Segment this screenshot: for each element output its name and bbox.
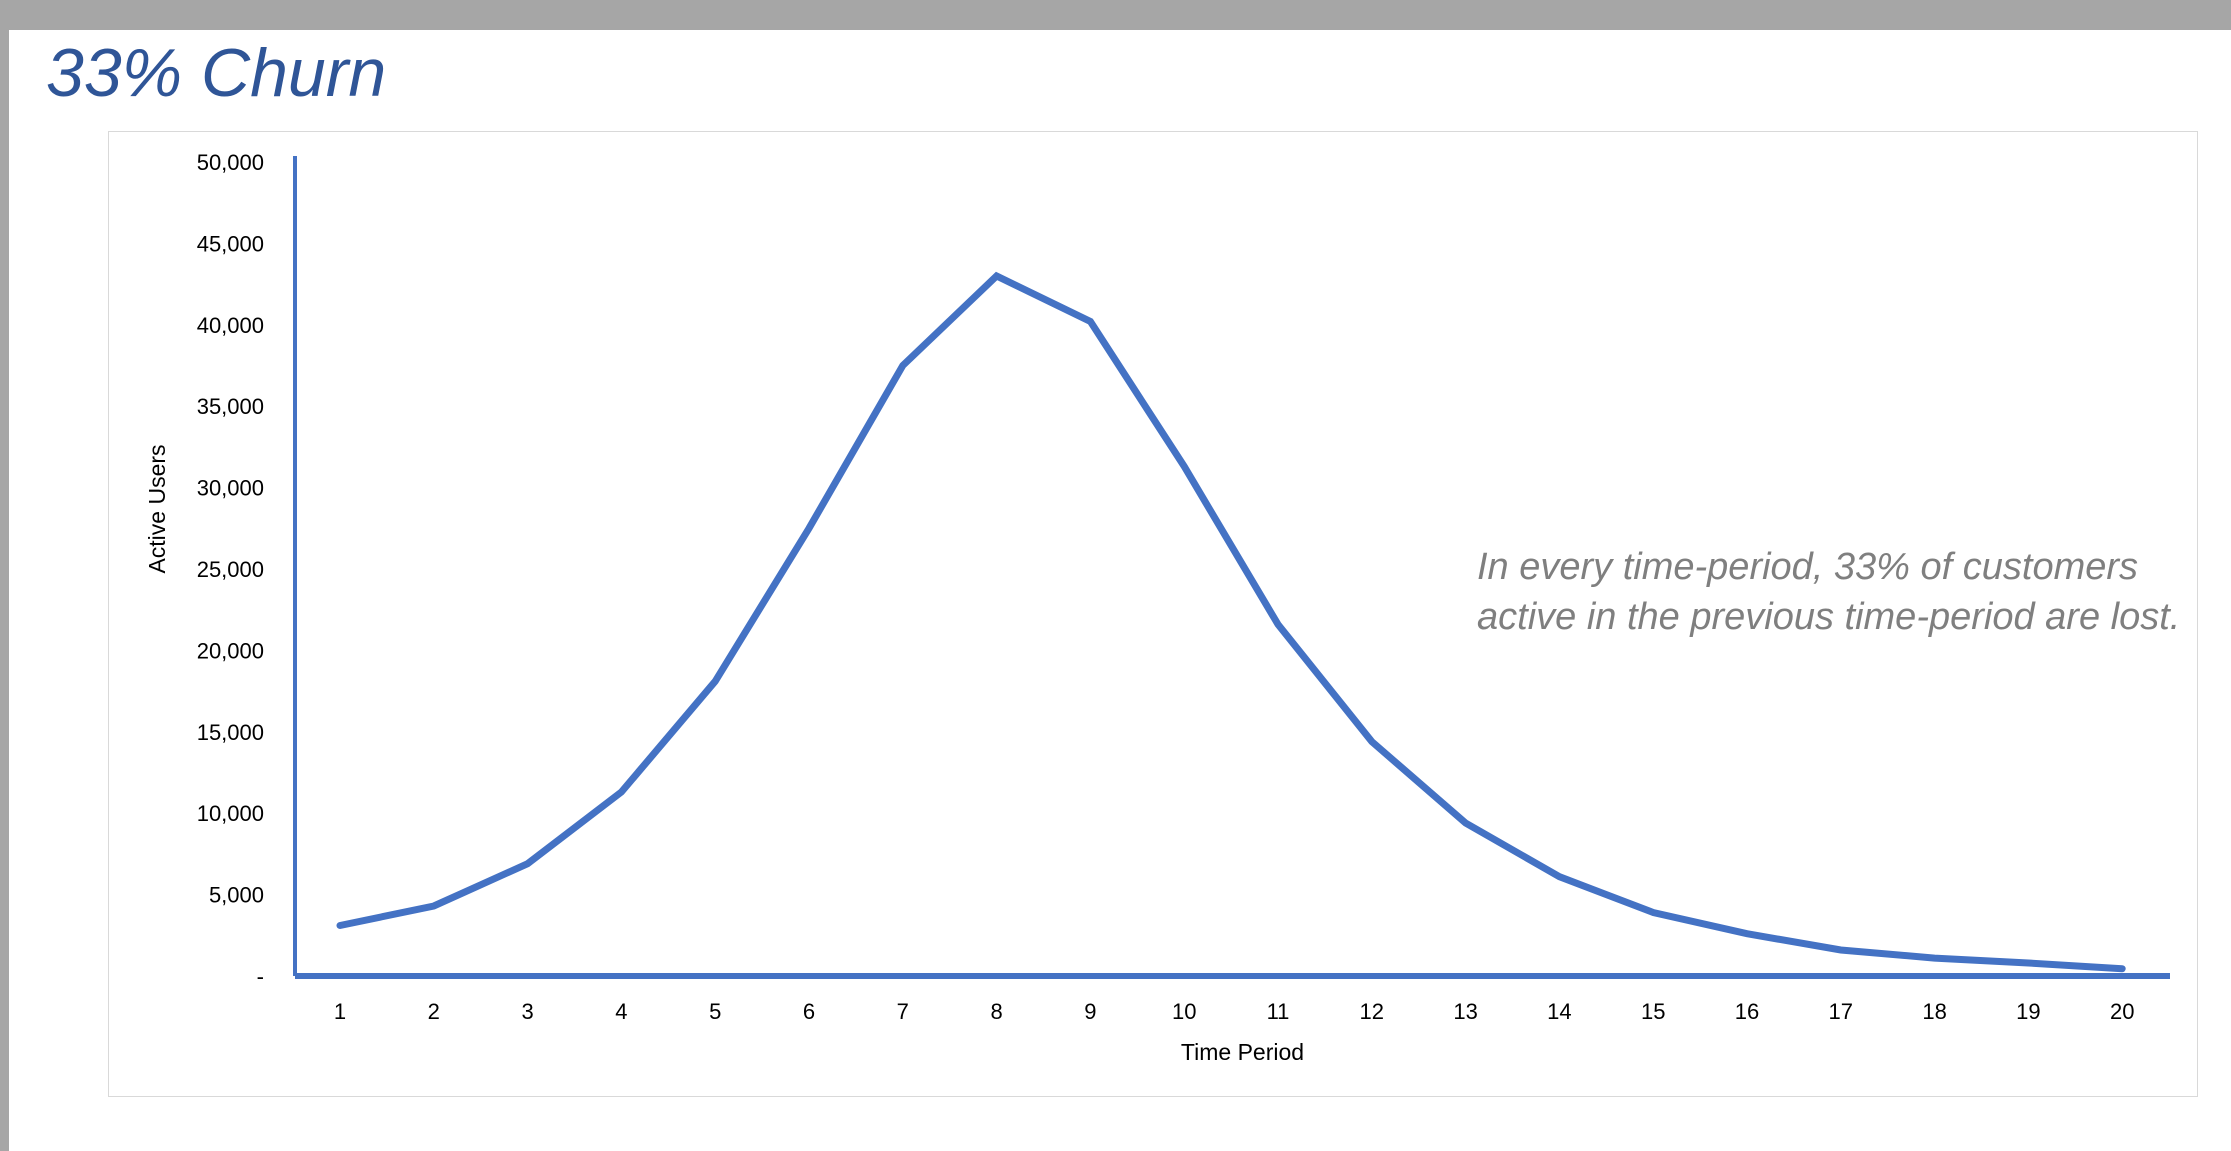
y-tick-label: 35,000 (197, 394, 264, 419)
x-tick-label: 4 (615, 999, 627, 1024)
annotation-line-2: active in the previous time-period are l… (1477, 596, 2181, 638)
y-tick-label: 50,000 (197, 150, 264, 175)
x-tick-label: 12 (1360, 999, 1384, 1024)
x-tick-label: 18 (1922, 999, 1946, 1024)
chart-annotation: In every time-period, 33% of customers a… (1477, 542, 2231, 642)
window-top-bar (0, 0, 2231, 30)
x-tick-label: 1 (334, 999, 346, 1024)
series-line-active-users (336, 271, 2126, 973)
y-tick-label: 15,000 (197, 720, 264, 745)
x-tick-label: 14 (1547, 999, 1571, 1024)
x-tick-label: 16 (1735, 999, 1759, 1024)
x-tick-label: 2 (428, 999, 440, 1024)
x-tick-label: 3 (521, 999, 533, 1024)
y-tick-label: 30,000 (197, 476, 264, 501)
y-tick-label: 45,000 (197, 231, 264, 256)
x-tick-label: 13 (1453, 999, 1477, 1024)
y-tick-label: 5,000 (209, 883, 264, 908)
x-tick-label: 15 (1641, 999, 1665, 1024)
x-tick-label: 19 (2016, 999, 2040, 1024)
y-tick-label: 10,000 (197, 801, 264, 826)
chart-frame: - 5,000 10,000 15,000 20,000 25,000 30,000 35,0… (108, 131, 2198, 1097)
x-tick-label: 7 (897, 999, 909, 1024)
y-axis-tick-labels: - 5,000 10,000 15,000 20,000 25,000 30,000 35,0… (197, 150, 264, 989)
x-tick-label: 20 (2110, 999, 2134, 1024)
window-left-bar (0, 0, 9, 1151)
x-axis-tick-labels: 1 2 3 4 5 6 7 8 9 10 11 12 13 14 15 16 17 18 19 20 (334, 999, 2135, 1024)
x-tick-label: 11 (1267, 999, 1290, 1024)
y-tick-label: 25,000 (197, 557, 264, 582)
x-axis-title: Time Period (1181, 1039, 1304, 1065)
y-tick-label: - (257, 964, 264, 989)
slide-title: 33% Churn (46, 35, 387, 111)
x-tick-label: 10 (1172, 999, 1196, 1024)
y-axis-title: Active Users (144, 444, 170, 573)
x-tick-label: 8 (990, 999, 1002, 1024)
y-tick-label: 20,000 (197, 638, 264, 663)
x-tick-label: 17 (1829, 999, 1853, 1024)
x-tick-label: 5 (709, 999, 721, 1024)
line-chart: - 5,000 10,000 15,000 20,000 25,000 30,000 35,0… (144, 150, 2170, 1065)
x-tick-label: 6 (803, 999, 815, 1024)
x-tick-label: 9 (1084, 999, 1096, 1024)
annotation-line-1: In every time-period, 33% of customers (1477, 546, 2139, 588)
y-tick-label: 40,000 (197, 313, 264, 338)
